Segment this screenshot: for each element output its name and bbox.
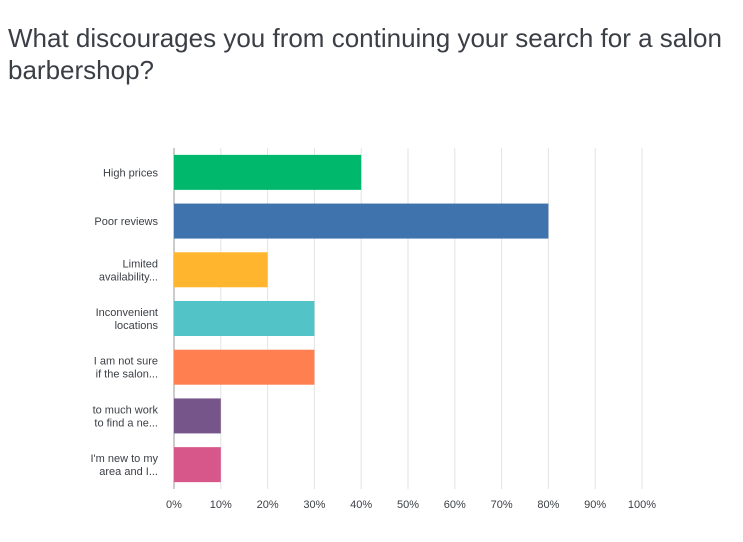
- x-tick-label: 50%: [397, 499, 419, 511]
- bar: [174, 154, 362, 190]
- category-label: High prices: [103, 167, 159, 179]
- category-label: Poor reviews: [94, 216, 158, 228]
- chart-title: What discourages you from continuing you…: [8, 23, 722, 85]
- x-tick-label: 100%: [628, 499, 656, 511]
- category-label: Inconvenient locations: [96, 307, 159, 332]
- x-tick-label: 40%: [350, 499, 372, 511]
- x-tick-label: 10%: [210, 499, 232, 511]
- x-tick-label: 60%: [444, 499, 466, 511]
- x-tick-label: 90%: [584, 499, 606, 511]
- x-tick-label: 80%: [537, 499, 559, 511]
- x-tick-label: 70%: [491, 499, 513, 511]
- bar: [174, 398, 221, 434]
- category-label: I am not sure if the salon...: [94, 356, 158, 381]
- x-tick-label: 30%: [303, 499, 325, 511]
- x-tick-label: 0%: [166, 499, 182, 511]
- category-label: to much work to find a ne...: [93, 404, 159, 429]
- bar: [174, 301, 315, 336]
- x-tick-label: 20%: [257, 499, 279, 511]
- bar: [174, 447, 221, 483]
- category-label: Limited availability...: [99, 258, 158, 283]
- bar: [174, 252, 268, 288]
- category-label: I'm new to my area and I...: [90, 453, 158, 478]
- bar: [174, 203, 549, 239]
- bar: [174, 349, 315, 385]
